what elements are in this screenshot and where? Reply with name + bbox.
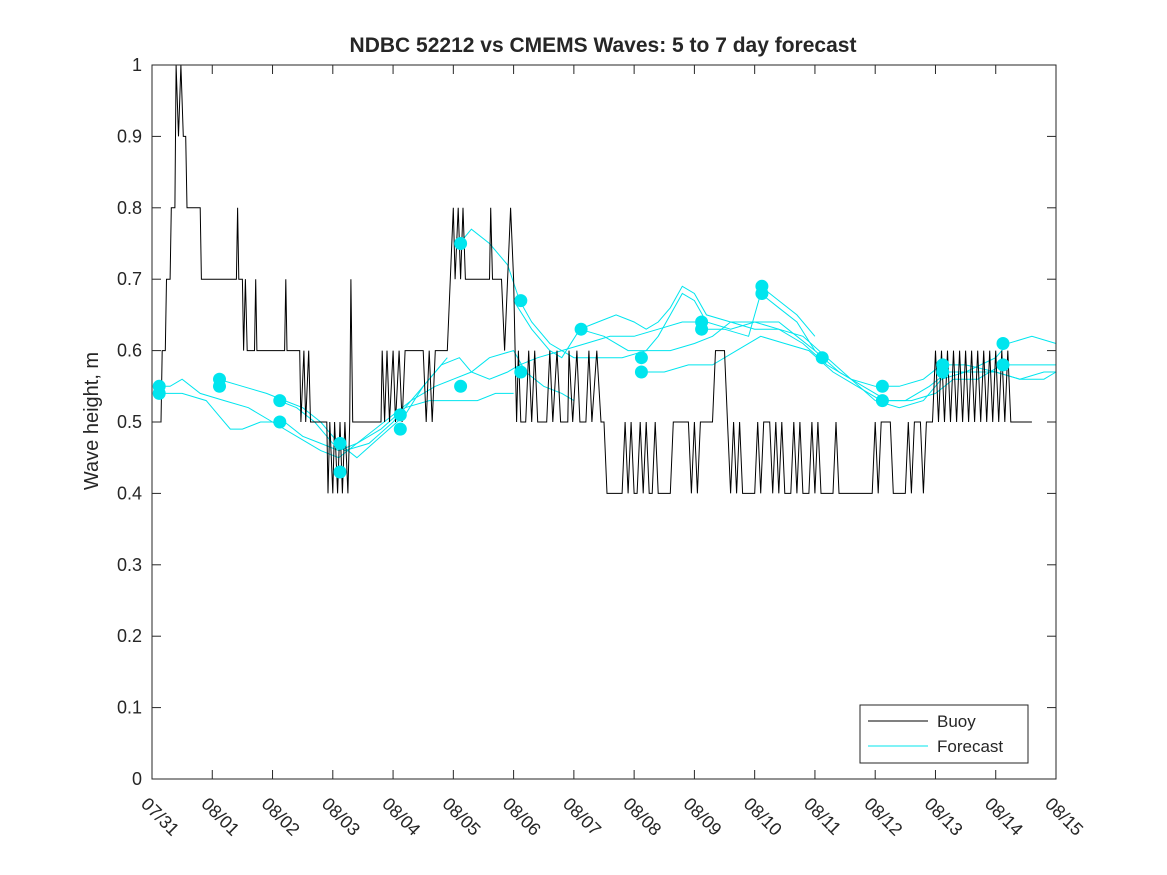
forecast-marker-15 <box>574 322 588 336</box>
x-tick-label: 08/14 <box>981 794 1027 840</box>
chart-title: NDBC 52212 vs CMEMS Waves: 5 to 7 day fo… <box>350 34 857 57</box>
y-tick-label: 0.9 <box>117 126 142 146</box>
x-tick-label: 08/13 <box>921 794 967 840</box>
forecast-marker-12 <box>454 379 468 393</box>
legend-box <box>859 704 1029 764</box>
y-tick-label: 0.8 <box>117 198 142 218</box>
x-tick-label: 08/15 <box>1041 794 1087 840</box>
x-tick-label: 08/08 <box>619 794 665 840</box>
y-tick-label: 0.5 <box>117 412 142 432</box>
y-tick-label: 0.6 <box>117 341 142 361</box>
forecast-line-2 <box>158 392 514 452</box>
forecast-marker-6 <box>273 415 287 429</box>
forecast-marker-22 <box>815 351 829 365</box>
forecast-line-7 <box>579 292 1056 402</box>
forecast-marker-8 <box>333 465 347 479</box>
x-tick-label: 08/04 <box>378 794 424 840</box>
forecast-marker-16 <box>634 351 648 365</box>
forecast-marker-4 <box>213 379 226 393</box>
forecast-marker-17 <box>634 365 648 379</box>
forecast-marker-26 <box>936 365 950 379</box>
data-layer <box>152 64 1057 494</box>
legend: Buoy Forecast <box>859 704 1029 764</box>
x-tick-label: 08/01 <box>197 794 243 840</box>
x-tick-label: 08/03 <box>318 794 364 840</box>
y-axis-label: Wave height, m <box>81 352 103 490</box>
x-tick-label: 08/05 <box>439 794 485 840</box>
forecast-marker-11 <box>454 237 468 250</box>
x-tick-label: 08/09 <box>680 794 726 840</box>
forecast-marker-9 <box>393 408 407 422</box>
x-tick-label: 07/31 <box>137 794 183 840</box>
forecast-marker-28 <box>996 358 1010 372</box>
forecast-line-1 <box>158 357 448 459</box>
forecast-marker-27 <box>996 337 1010 350</box>
forecast-marker-10 <box>393 422 407 436</box>
forecast-marker-21 <box>755 287 769 300</box>
x-tick-label: 08/10 <box>740 794 786 840</box>
y-tick-label: 0.1 <box>117 698 142 718</box>
legend-forecast-label: Forecast <box>937 737 1003 756</box>
forecast-marker-2 <box>152 386 166 400</box>
y-tick-label: 0 <box>132 769 142 789</box>
x-tick-label: 08/07 <box>559 794 605 840</box>
x-tick-label: 08/02 <box>258 794 304 840</box>
forecast-line-8 <box>640 335 1056 402</box>
y-tick-label: 0.7 <box>117 269 142 289</box>
legend-buoy-label: Buoy <box>937 712 976 731</box>
x-tick-label: 08/12 <box>860 794 906 840</box>
forecast-marker-5 <box>273 394 287 408</box>
forecast-marker-19 <box>695 322 709 336</box>
x-tick-label: 08/06 <box>499 794 545 840</box>
forecast-line-10 <box>760 285 816 337</box>
forecast-marker-7 <box>333 436 347 450</box>
x-tick-label: 08/11 <box>800 794 845 839</box>
buoy-line <box>152 64 1032 494</box>
forecast-marker-23 <box>875 379 889 393</box>
forecast-line-6 <box>513 285 1057 409</box>
forecast-line-3 <box>218 321 701 459</box>
y-tick-label: 1 <box>132 55 142 75</box>
forecast-marker-13 <box>514 294 528 308</box>
forecast-marker-14 <box>514 365 528 379</box>
y-tick-label: 0.2 <box>117 626 142 646</box>
forecast-marker-24 <box>875 394 889 408</box>
y-tick-label: 0.4 <box>117 483 142 503</box>
y-tick-label: 0.3 <box>117 555 142 575</box>
